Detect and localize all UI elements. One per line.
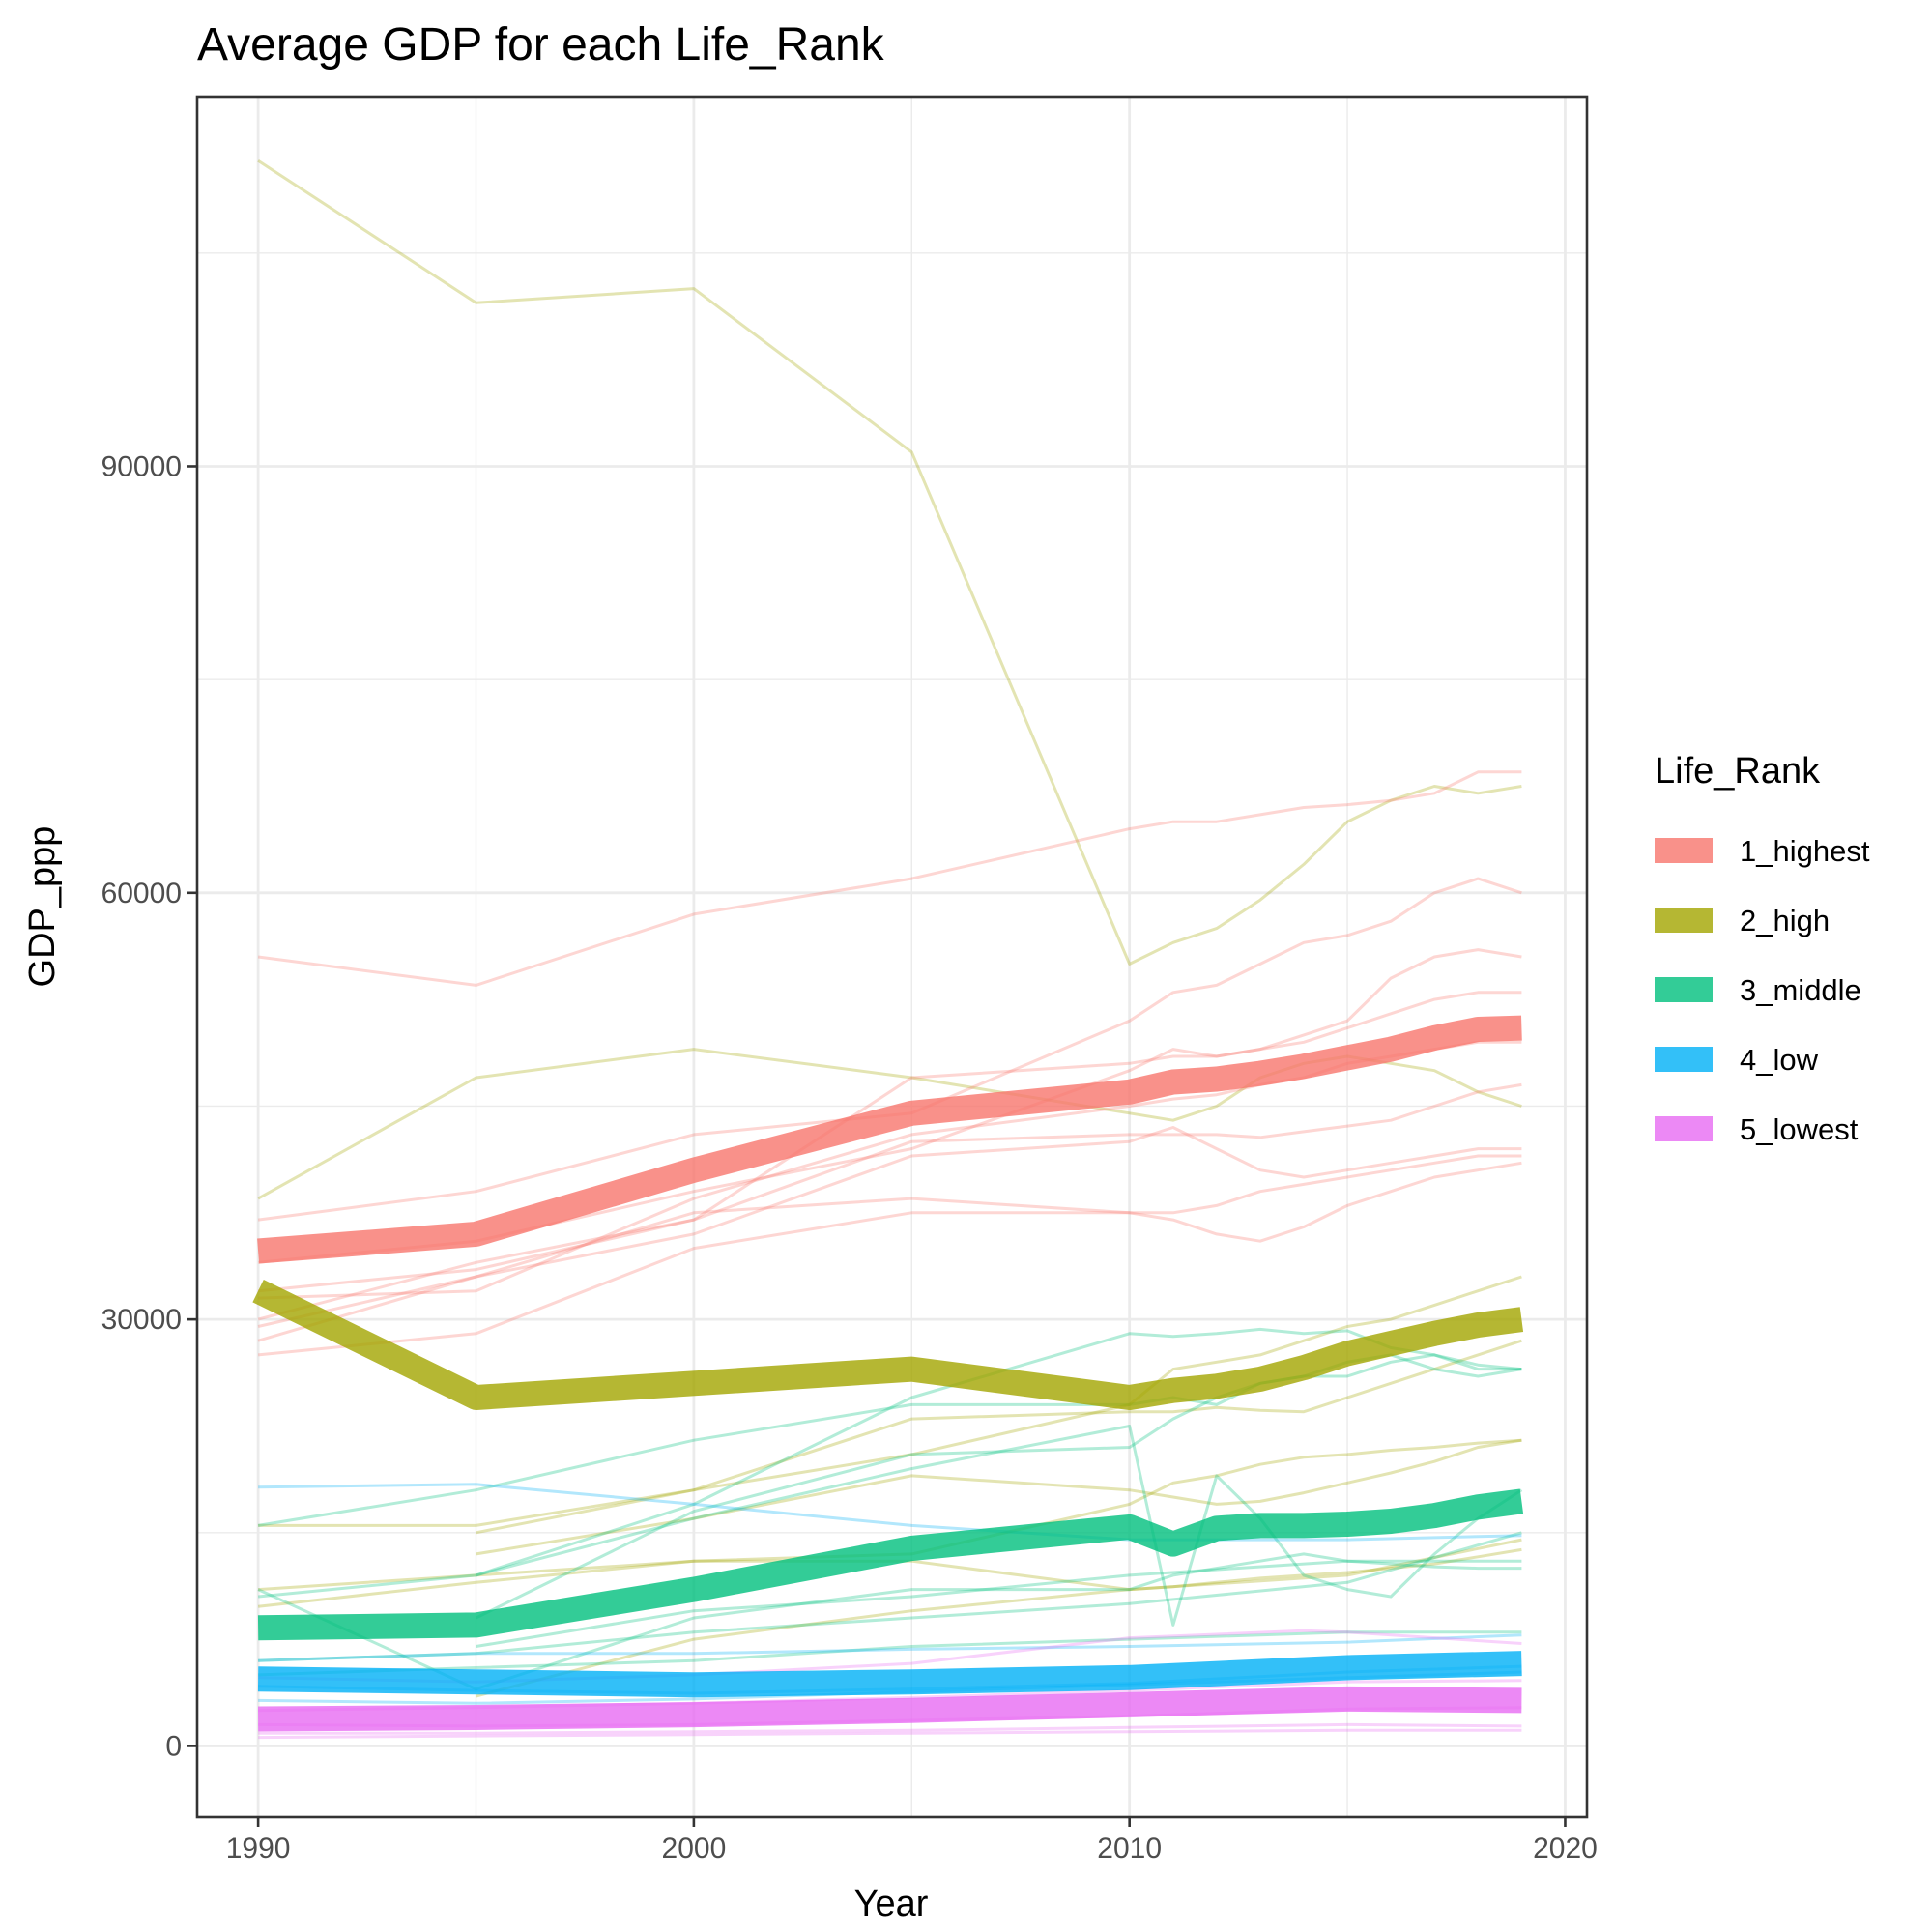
legend-label: 3_middle xyxy=(1740,973,1861,1007)
axes: 1990 2000 2010 2020 0 30000 60000 90000 xyxy=(101,95,1598,1864)
country-line xyxy=(257,1425,1523,1627)
country-line xyxy=(258,1483,1522,1542)
country-line xyxy=(257,948,1522,1264)
country-line xyxy=(476,1327,1522,1577)
country-line xyxy=(258,1633,1522,1662)
country-line xyxy=(258,1630,1522,1677)
legend-key xyxy=(1655,1047,1713,1072)
x-tick-label: 2000 xyxy=(662,1832,727,1864)
x-axis-title: Year xyxy=(854,1884,929,1924)
legend-key xyxy=(1655,977,1713,1002)
country-line xyxy=(257,991,1522,1293)
panel-border xyxy=(195,95,1589,1819)
x-tick-label: 2020 xyxy=(1533,1832,1598,1864)
country-line xyxy=(257,159,1522,966)
y-tick-label: 0 xyxy=(165,1730,182,1762)
plot-area xyxy=(197,97,1587,1817)
average-line xyxy=(257,1651,1522,1698)
legend-label: 5_lowest xyxy=(1740,1112,1859,1146)
country-line xyxy=(257,1547,1522,1608)
legend-title: Life_Rank xyxy=(1655,751,1821,792)
country-line xyxy=(257,770,1522,987)
x-tick-label: 2010 xyxy=(1097,1832,1162,1864)
average-line xyxy=(257,1015,1522,1264)
country-line xyxy=(476,1438,1522,1556)
y-tick-label: 60000 xyxy=(101,878,182,909)
country-line xyxy=(257,1161,1522,1357)
country-line xyxy=(257,877,1522,1222)
y-tick-label: 30000 xyxy=(101,1304,182,1336)
country-line xyxy=(257,1126,1522,1328)
legend-label: 1_highest xyxy=(1740,834,1870,868)
legend-label: 4_low xyxy=(1740,1043,1819,1077)
country-line xyxy=(257,1082,1522,1321)
country-line xyxy=(257,1154,1522,1342)
legend: Life_Rank 1_highest 2_high 3_middle 4_low 5_… xyxy=(1655,751,1870,1146)
country-line xyxy=(257,1048,1522,1200)
legend-key xyxy=(1655,908,1713,933)
y-tick-label: 90000 xyxy=(101,450,182,482)
legend-key xyxy=(1655,1116,1713,1141)
country-line xyxy=(476,1538,1522,1698)
average-line xyxy=(252,1280,1524,1410)
average-line xyxy=(258,1686,1522,1732)
country-line xyxy=(257,1552,1522,1691)
chart-title: Average GDP for each Life_Rank xyxy=(197,19,885,71)
x-tick-label: 1990 xyxy=(226,1832,291,1864)
country-line xyxy=(258,1722,1522,1735)
country-line xyxy=(258,1438,1522,1592)
legend-key xyxy=(1655,838,1713,863)
y-axis-title: GDP_ppp xyxy=(22,826,63,988)
country-line xyxy=(476,1275,1522,1535)
country-line xyxy=(258,1531,1522,1662)
legend-label: 2_high xyxy=(1740,904,1830,937)
country-line xyxy=(258,1728,1522,1740)
average-line xyxy=(257,1488,1524,1641)
country-line xyxy=(476,1559,1522,1648)
country-line xyxy=(258,1339,1522,1527)
